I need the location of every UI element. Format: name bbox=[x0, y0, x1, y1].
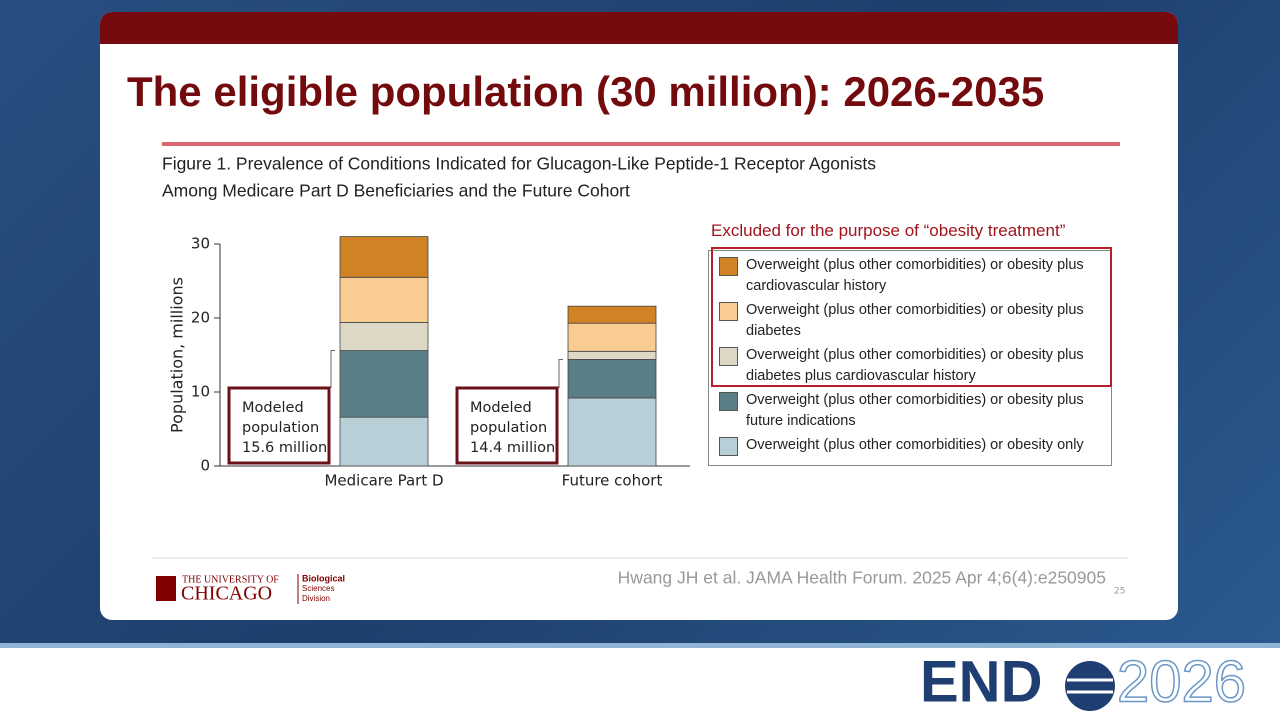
legend-label: Overweight (plus other comorbidities) or… bbox=[746, 302, 1084, 339]
slide-title: The eligible population (30 million): 20… bbox=[127, 68, 1044, 115]
annotation-text: population bbox=[242, 420, 319, 436]
y-tick-label: 30 bbox=[191, 235, 210, 253]
legend-item: Overweight (plus other comorbidities) or… bbox=[719, 435, 1105, 456]
brand-text: END bbox=[920, 649, 1042, 714]
bar-segment bbox=[567, 322, 657, 352]
legend-item: Overweight (plus other comorbidities) or… bbox=[719, 255, 1105, 297]
bar-segment bbox=[339, 322, 429, 351]
brand-text: 2026 bbox=[1117, 649, 1246, 714]
legend: Overweight (plus other comorbidities) or… bbox=[708, 250, 1112, 466]
divider bbox=[0, 643, 1280, 648]
legend-label: Overweight (plus other comorbidities) or… bbox=[746, 347, 1084, 384]
annotation-text: Modeled bbox=[470, 400, 532, 416]
y-tick-label: 0 bbox=[200, 457, 210, 475]
bar-segment bbox=[567, 350, 657, 360]
bar-segment bbox=[567, 397, 657, 467]
logo-text: CHICAGO bbox=[181, 583, 272, 605]
citation: Hwang JH et al. JAMA Health Forum. 2025 … bbox=[618, 568, 1106, 588]
legend-label: Overweight (plus other comorbidities) or… bbox=[746, 392, 1084, 429]
brand-globe bbox=[1065, 661, 1115, 711]
excluded-box bbox=[711, 247, 1112, 387]
legend-item: Overweight (plus other comorbidities) or… bbox=[719, 300, 1105, 342]
legend-swatch bbox=[719, 347, 738, 366]
bar-segment bbox=[567, 305, 657, 324]
legend-item: Overweight (plus other comorbidities) or… bbox=[719, 390, 1105, 432]
legend-swatch bbox=[719, 437, 738, 456]
legend-label: Overweight (plus other comorbidities) or… bbox=[746, 257, 1084, 294]
header-band bbox=[100, 12, 1178, 44]
legend-label: Overweight (plus other comorbidities) or… bbox=[746, 437, 1084, 453]
annotation-text: 14.4 million bbox=[470, 440, 555, 456]
annotation-text: Modeled bbox=[242, 400, 304, 416]
logo-shield bbox=[156, 576, 176, 601]
legend-swatch bbox=[719, 392, 738, 411]
figure-title: Among Medicare Part D Beneficiaries and … bbox=[162, 181, 630, 201]
annotation-connector bbox=[330, 350, 335, 388]
annotation-connector bbox=[558, 358, 563, 388]
legend-item: Overweight (plus other comorbidities) or… bbox=[719, 345, 1105, 387]
bar-segment bbox=[339, 416, 429, 467]
legend-swatch bbox=[719, 257, 738, 276]
bar-segment bbox=[567, 359, 657, 399]
page-number: 25 bbox=[1114, 587, 1125, 597]
bar-segment bbox=[339, 276, 429, 323]
bar-segment bbox=[339, 350, 429, 418]
y-axis-label: Population, millions bbox=[168, 277, 187, 433]
logo-text: Division bbox=[302, 594, 330, 603]
x-tick-label: Future cohort bbox=[562, 472, 663, 490]
legend-note: Excluded for the purpose of “obesity tre… bbox=[711, 221, 1066, 240]
annotation-box bbox=[455, 386, 559, 465]
bar-segment bbox=[339, 236, 429, 278]
logo-text: Biological bbox=[302, 573, 345, 583]
x-tick-label: Medicare Part D bbox=[324, 472, 443, 490]
logo-text: THE UNIVERSITY OF bbox=[182, 574, 279, 585]
annotation-text: 15.6 million bbox=[242, 440, 327, 456]
figure-title: Figure 1. Prevalence of Conditions Indic… bbox=[162, 154, 876, 174]
annotation-text: population bbox=[470, 420, 547, 436]
y-tick-label: 10 bbox=[191, 383, 210, 401]
legend-swatch bbox=[719, 302, 738, 321]
logo-text: Sciences bbox=[302, 584, 334, 593]
annotation-box bbox=[227, 386, 331, 465]
y-tick-label: 20 bbox=[191, 309, 210, 327]
